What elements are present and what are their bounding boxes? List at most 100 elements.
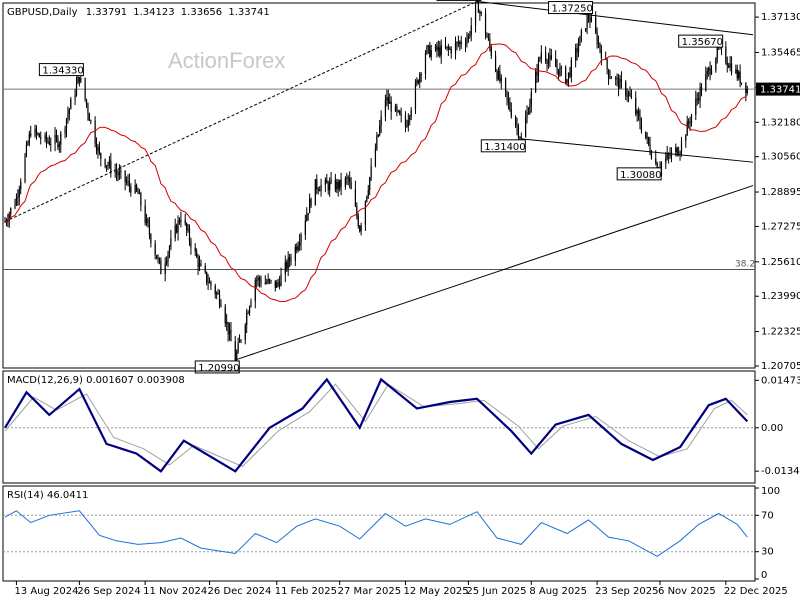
candle-body [669,155,671,157]
candle-body [417,80,419,84]
candle-body [214,285,216,295]
candle-body [198,263,201,268]
candle-body [576,48,578,53]
rsi-levels [3,514,755,553]
candle-body [456,42,458,44]
candle-body [507,97,510,102]
price-tick-label: 1.27275 [761,221,800,232]
candle-body [560,67,562,69]
candles [4,0,748,365]
candle-body [386,97,388,101]
candle-body [517,127,520,138]
candle-body [606,59,608,70]
candle-body [685,135,687,142]
candle-body [137,190,139,194]
candle-body [135,184,138,191]
candle-body [320,184,322,191]
candle-body [317,189,319,191]
candle-body [384,100,387,117]
candle-body [74,94,76,100]
candle-body [28,133,30,144]
candle-body [427,45,429,47]
candle-body [556,66,558,70]
candle-body [157,258,159,260]
candle-body [434,45,437,51]
candle-body [364,201,367,226]
candle-body [550,55,552,59]
candle-body [360,225,362,232]
candle-body [447,46,449,49]
candle-body [287,257,289,269]
price-tick-label: 1.25610 [761,257,800,268]
candle-body [616,78,618,80]
candle-body [176,225,178,233]
trendline [4,0,478,223]
candle-body [329,182,331,191]
candle-body [700,87,703,91]
candle-body [527,112,530,114]
candle-body [499,70,501,82]
candle-body [117,173,119,176]
candle-body [294,246,296,261]
candle-body [267,279,269,283]
candle-body [640,124,643,132]
candle-body [344,177,346,187]
candle-body [257,277,259,280]
candle-body [168,246,171,253]
candle-body [309,199,311,214]
candle-body [449,48,451,50]
candle-body [280,274,282,286]
candle-body [540,52,542,59]
candle-body [339,179,341,189]
candle-body [585,28,587,31]
candle-body [460,41,462,45]
symbol-label: GBPUSD [7,7,49,18]
candle-body [524,118,527,137]
candle-body [75,83,78,95]
last-price-tag-bg [756,82,800,96]
macd-pane-frame [2,370,756,484]
candle-body [436,45,438,51]
candle-body [107,165,109,167]
candle-body [237,342,239,353]
candle-body [479,11,481,13]
candle-body [635,97,637,114]
candle-body [208,281,211,284]
candle-body [57,137,59,148]
candle-body [299,242,301,246]
candle-body [90,120,92,122]
candle-body [37,133,39,135]
candle-body [559,68,561,76]
candle-body [546,60,548,65]
candle-body [218,293,221,305]
candle-body [689,122,691,124]
candle-body [87,105,89,114]
candle-body [630,95,633,98]
date-tick-label: 26 Sep 2024 [77,586,140,597]
candle-body [699,87,701,101]
price-tick-label: 1.28895 [761,187,800,198]
candle-body [158,258,161,261]
candle-body [128,180,131,187]
candle-body [210,281,212,286]
candle-body [595,17,597,33]
candle-body [516,125,518,128]
candle-body [404,115,407,127]
candle-body [324,179,326,185]
candle-body [170,237,172,247]
candle-body [24,155,26,182]
price-marker-label: 1.37250 [552,4,593,15]
candle-body [629,92,631,96]
rsi-pane-frame [2,485,756,582]
candle-body [25,144,28,156]
price-marker-label: 1.37870 [440,0,481,1]
candle-body [596,32,598,45]
candle-body [730,63,733,73]
candle-body [650,152,653,159]
candle-body [40,137,42,139]
candle-body [354,189,357,207]
candle-body [406,125,408,127]
candle-body [108,160,111,166]
candle-body [150,234,152,244]
